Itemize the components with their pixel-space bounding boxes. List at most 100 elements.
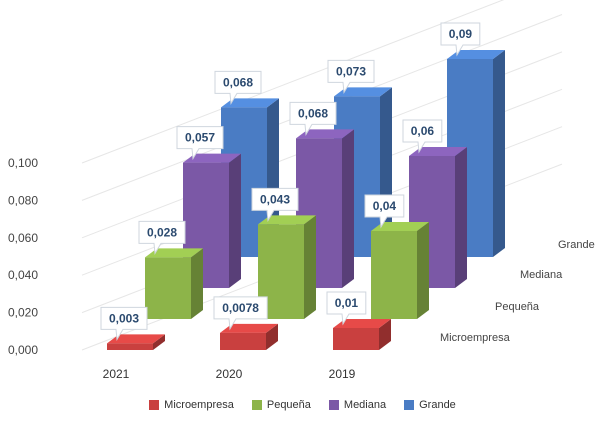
bar-front — [145, 257, 191, 319]
bar-side — [379, 319, 391, 350]
bar-top — [371, 222, 429, 231]
data-label-text: 0,0078 — [222, 301, 259, 315]
legend-item-grande: Grande — [404, 399, 456, 411]
bar-top — [258, 215, 316, 225]
bar-pequeña-2021: 0,028 — [138, 220, 203, 319]
data-label: 0,028 — [138, 220, 186, 255]
y-tick-label: 0,080 — [8, 193, 38, 207]
data-label-box — [289, 101, 337, 136]
series-axis-label: Grande — [558, 239, 595, 251]
data-label: 0,068 — [289, 101, 337, 136]
data-label-box — [402, 119, 443, 154]
data-label: 0,06 — [402, 119, 443, 154]
bar-side — [304, 215, 316, 319]
bar-microempresa-2020: 0,0078 — [213, 296, 278, 350]
data-label-text: 0,068 — [298, 106, 328, 120]
bar-top — [183, 153, 241, 163]
x-tick-label: 2021 — [103, 367, 130, 381]
data-label: 0,09 — [440, 22, 481, 57]
bar-top — [447, 50, 505, 59]
data-label-box — [138, 220, 186, 255]
legend: Microempresa Pequeña Mediana Grande — [0, 399, 605, 411]
data-label: 0,073 — [327, 59, 375, 94]
data-label-text: 0,043 — [260, 192, 290, 206]
bar-top — [107, 334, 165, 344]
series-axis-label: Mediana — [520, 269, 563, 281]
data-label: 0,01 — [326, 291, 367, 326]
y-tick-label: 0,020 — [8, 306, 38, 320]
bar-front — [333, 328, 379, 350]
legend-swatch — [149, 400, 160, 410]
bar-pequeña-2019: 0,04 — [364, 194, 429, 319]
bar-microempresa-2021: 0,003 — [100, 306, 165, 350]
bar-top — [145, 248, 203, 258]
bar-side — [455, 147, 467, 288]
bar-side — [153, 334, 165, 350]
series-axis-label: Pequeña — [495, 301, 540, 313]
bar-side — [417, 222, 429, 319]
bar-side — [191, 248, 203, 319]
series-axis-label: Microempresa — [440, 332, 511, 344]
y-tick-label: 0,040 — [8, 268, 38, 282]
data-label-text: 0,068 — [223, 75, 253, 89]
bar-mediana-2020: 0,068 — [289, 101, 354, 288]
bar-top — [334, 87, 392, 97]
data-label: 0,068 — [214, 70, 262, 105]
legend-item-pequeña: Pequeña — [251, 399, 311, 411]
legend-label: Grande — [419, 399, 456, 411]
bar-side — [342, 129, 354, 288]
data-label: 0,043 — [251, 187, 299, 222]
bar-top — [220, 323, 278, 333]
legend-swatch — [404, 400, 415, 410]
y-tick-label: 0,000 — [8, 343, 38, 357]
data-label-box — [364, 194, 405, 229]
data-label-text: 0,09 — [449, 27, 473, 41]
legend-swatch — [251, 400, 262, 410]
data-label-text: 0,073 — [336, 64, 366, 78]
data-label-text: 0,057 — [185, 131, 215, 145]
data-label-box — [214, 70, 262, 105]
data-label-text: 0,01 — [335, 296, 359, 310]
y-axis-ticks: 0,000 0,020 0,040 0,060 0,080 0,100 — [8, 156, 38, 357]
x-tick-label: 2019 — [329, 367, 356, 381]
legend-label: Mediana — [343, 399, 387, 411]
bar-side — [493, 50, 505, 257]
bar-top — [296, 129, 354, 139]
x-axis-ticks: 2021 2020 2019 — [103, 367, 356, 381]
bar-top — [221, 98, 279, 108]
bar-top — [333, 319, 391, 328]
data-label-box — [100, 306, 148, 341]
data-label-box — [327, 59, 375, 94]
bar-front — [107, 343, 153, 350]
legend-label: Microempresa — [164, 399, 234, 411]
data-label: 0,0078 — [213, 296, 268, 331]
bar-front — [220, 332, 266, 350]
bar-microempresa-2019: 0,01 — [326, 291, 391, 350]
x-tick-label: 2020 — [216, 367, 243, 381]
data-label-box — [326, 291, 367, 326]
data-label-box — [440, 22, 481, 57]
data-label-box — [176, 126, 224, 161]
chart-canvas: 0,000 0,020 0,040 0,060 0,080 0,100 0,068 0,07… — [8, 0, 595, 381]
legend-label: Pequeña — [266, 399, 311, 411]
legend-item-mediana: Mediana — [328, 399, 387, 411]
data-label-text: 0,003 — [109, 311, 139, 325]
bar-top — [409, 147, 467, 156]
bar-side — [229, 153, 241, 288]
series-depth-labels: Microempresa Pequeña Mediana Grande — [440, 239, 595, 344]
y-tick-label: 0,100 — [8, 156, 38, 170]
legend-swatch — [328, 400, 339, 410]
gridline — [81, 0, 505, 164]
legend-item-microempresa: Microempresa — [149, 399, 234, 411]
data-label: 0,057 — [176, 126, 224, 161]
data-label-text: 0,04 — [373, 199, 397, 213]
data-label: 0,04 — [364, 194, 405, 229]
bar-front — [371, 231, 417, 319]
data-label-box — [213, 296, 268, 331]
data-label-box — [251, 187, 299, 222]
data-label-text: 0,028 — [147, 225, 177, 239]
bar-side — [266, 323, 278, 350]
data-label-text: 0,06 — [411, 124, 435, 138]
y-tick-label: 0,060 — [8, 231, 38, 245]
bars: 0,068 0,073 0,09 0,057 0,068 0,06 0,028 0,043 0,… — [100, 22, 505, 350]
